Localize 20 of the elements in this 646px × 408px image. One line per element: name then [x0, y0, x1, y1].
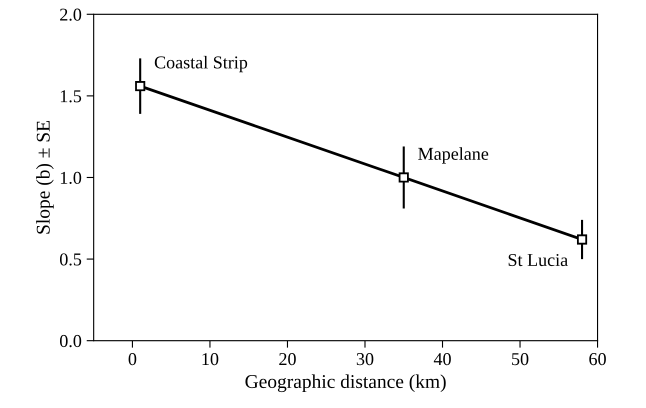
x-axis-title: Geographic distance (km) — [245, 374, 446, 392]
y-tick-label: 2.0 — [60, 8, 82, 21]
y-axis-title: Slope (b) ± SE — [36, 120, 54, 234]
y-tick-label: 1.0 — [60, 172, 82, 184]
x-tick-label: 60 — [589, 353, 606, 366]
annotation: Coastal Strip — [154, 56, 248, 72]
y-tick-label: 0.5 — [60, 253, 82, 266]
annotation: St Lucia — [508, 254, 568, 266]
x-tick-label: 30 — [356, 353, 374, 366]
point — [398, 172, 409, 183]
annotation: Mapelane — [418, 147, 488, 164]
x-tick-label: 40 — [434, 353, 451, 366]
y-tick-label: 1.5 — [60, 90, 82, 102]
x-tick-label: 0 — [128, 353, 136, 366]
point — [135, 81, 146, 92]
y-tick-label: 0.0 — [60, 334, 82, 348]
point — [576, 234, 588, 245]
x-tick-label: 20 — [279, 353, 296, 366]
x-tick-label: 10 — [202, 353, 218, 366]
x-tick-label: 50 — [512, 353, 528, 366]
